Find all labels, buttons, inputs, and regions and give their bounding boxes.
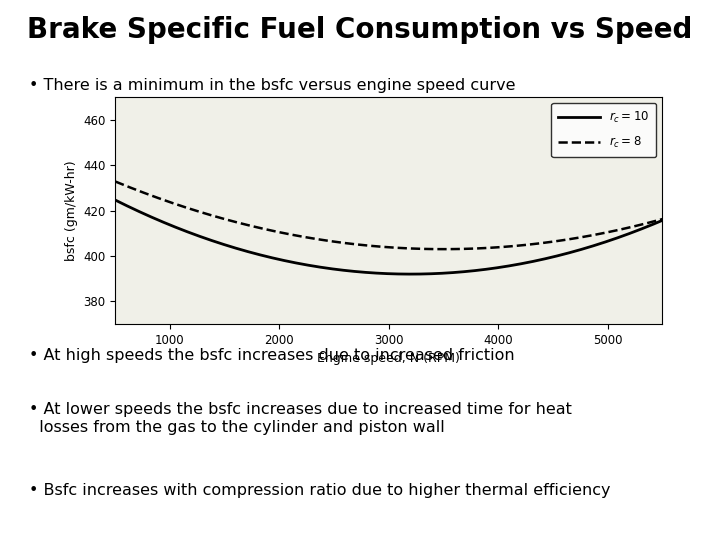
- $r_c = 10$: [406, 271, 415, 278]
- Legend: $r_c = 10$, $r_c = 8$: $r_c = 10$, $r_c = 8$: [552, 103, 657, 157]
- $r_c = 8$: [111, 178, 120, 185]
- Line: $r_c = 8$: $r_c = 8$: [115, 181, 662, 249]
- X-axis label: Engine speed, N (RPM): Engine speed, N (RPM): [318, 352, 460, 365]
- $r_c = 10$: [111, 197, 120, 203]
- $r_c = 8$: [438, 246, 447, 252]
- Text: • At high speeds the bsfc increases due to increased friction: • At high speeds the bsfc increases due …: [29, 348, 514, 363]
- $r_c = 10$: [374, 270, 383, 276]
- $r_c = 10$: [658, 217, 667, 224]
- $r_c = 10$: [371, 270, 379, 276]
- $r_c = 8$: [371, 243, 379, 249]
- Line: $r_c = 10$: $r_c = 10$: [115, 200, 662, 274]
- $r_c = 10$: [408, 271, 417, 278]
- Y-axis label: bsfc (gm/kW-hr): bsfc (gm/kW-hr): [65, 160, 78, 261]
- Text: • At lower speeds the bsfc increases due to increased time for heat
  losses fro: • At lower speeds the bsfc increases due…: [29, 402, 572, 435]
- $r_c = 10$: [438, 270, 446, 276]
- $r_c = 8$: [374, 243, 383, 249]
- $r_c = 10$: [646, 222, 654, 228]
- Text: • There is a minimum in the bsfc versus engine speed curve: • There is a minimum in the bsfc versus …: [29, 78, 516, 93]
- Text: • Bsfc increases with compression ratio due to higher thermal efficiency: • Bsfc increases with compression ratio …: [29, 483, 611, 498]
- Text: Brake Specific Fuel Consumption vs Speed: Brake Specific Fuel Consumption vs Speed: [27, 16, 693, 44]
- $r_c = 8$: [436, 246, 445, 252]
- $r_c = 8$: [646, 219, 654, 226]
- $r_c = 10$: [560, 251, 569, 257]
- $r_c = 8$: [658, 216, 667, 222]
- $r_c = 8$: [407, 245, 415, 252]
- $r_c = 8$: [560, 237, 569, 243]
